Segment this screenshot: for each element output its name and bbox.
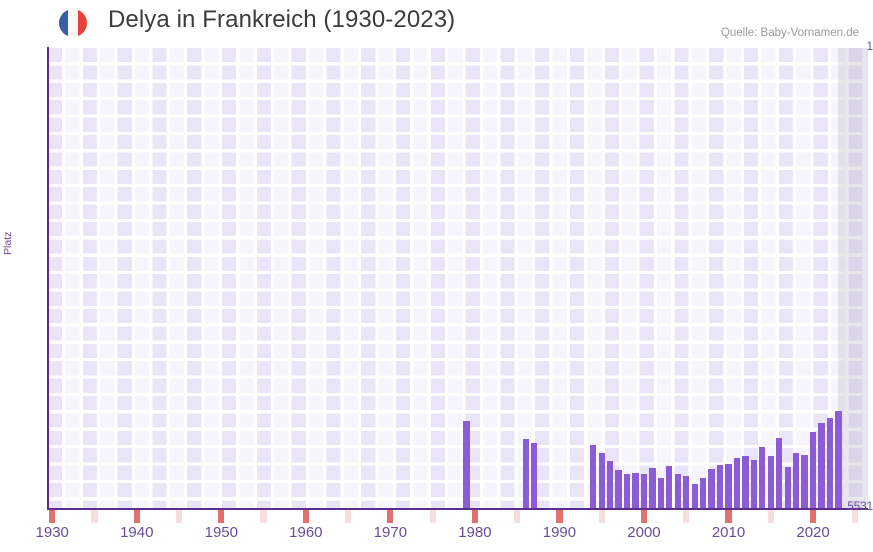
x-tick-minor xyxy=(767,510,774,523)
bar[interactable] xyxy=(793,453,800,509)
x-axis-label: 1970 xyxy=(373,524,408,541)
flag-stripe-blue xyxy=(59,9,69,37)
bar[interactable] xyxy=(640,473,648,509)
x-tick-major xyxy=(471,510,479,523)
bar[interactable] xyxy=(632,472,639,509)
x-tick-minor xyxy=(175,510,183,523)
y-axis-label-bottom: 5531 xyxy=(847,501,873,513)
bar[interactable] xyxy=(716,464,724,509)
y-axis-label-top: 1 xyxy=(866,41,873,53)
x-tick-minor xyxy=(429,510,436,523)
bar[interactable] xyxy=(522,438,529,509)
bar[interactable] xyxy=(463,420,470,509)
y-axis-title: Platz xyxy=(2,231,14,255)
bar[interactable] xyxy=(801,455,808,509)
source-label: Quelle: Baby-Vornamen.de xyxy=(720,27,859,39)
x-tick-major xyxy=(387,510,394,523)
bar[interactable] xyxy=(742,455,749,509)
x-axis-label: 1940 xyxy=(120,524,154,541)
bar[interactable] xyxy=(674,474,681,509)
x-tick-major xyxy=(556,510,563,523)
chart-header: Delya in Frankreich (1930-2023) Quelle: … xyxy=(0,0,873,44)
bar[interactable] xyxy=(784,467,791,509)
bar[interactable] xyxy=(767,456,774,509)
x-tick-major xyxy=(302,510,309,523)
x-axis-label: 2010 xyxy=(711,524,746,541)
no-data-band xyxy=(838,48,868,509)
bar[interactable] xyxy=(623,473,631,509)
grid-horizontal-lines xyxy=(48,48,868,509)
bar[interactable] xyxy=(615,469,622,509)
x-tick-minor xyxy=(852,510,859,523)
x-axis-label: 2000 xyxy=(627,524,661,541)
x-tick-major xyxy=(133,510,140,523)
x-tick-major xyxy=(809,510,817,523)
x-tick-minor xyxy=(91,510,98,523)
bar[interactable] xyxy=(776,438,783,509)
y-axis-line xyxy=(47,47,49,510)
bar[interactable] xyxy=(708,468,715,509)
bar[interactable] xyxy=(809,432,817,509)
chart-plot-area xyxy=(48,48,868,509)
x-tick-major xyxy=(218,510,225,523)
page-title: Delya in Frankreich (1930-2023) xyxy=(108,6,456,33)
bar[interactable] xyxy=(750,460,757,509)
x-tick-minor xyxy=(683,510,690,523)
x-tick-minor xyxy=(514,510,521,523)
bar[interactable] xyxy=(835,410,842,509)
bar[interactable] xyxy=(725,464,732,509)
flag-stripe-white xyxy=(68,9,78,37)
x-axis-label: 1960 xyxy=(289,524,323,541)
x-tick-major xyxy=(640,510,648,523)
x-axis-label: 1980 xyxy=(458,524,492,541)
x-axis-label: 1990 xyxy=(542,524,577,541)
x-tick-major xyxy=(49,510,56,523)
bar[interactable] xyxy=(530,443,538,509)
x-axis-line xyxy=(47,508,868,510)
bar[interactable] xyxy=(657,478,664,509)
bar[interactable] xyxy=(733,458,741,509)
bar[interactable] xyxy=(818,423,825,509)
bar-series xyxy=(48,48,868,509)
x-axis-labels: 1930 1940 1950 1960 1970 1980 1990 2000 2010 2020 xyxy=(0,524,873,548)
x-axis-label: 1930 xyxy=(35,524,69,541)
x-axis-label: 1950 xyxy=(204,524,238,541)
x-axis-tick-band xyxy=(48,510,868,523)
bar[interactable] xyxy=(666,466,673,509)
flag-stripe-red xyxy=(77,9,87,37)
bar[interactable] xyxy=(607,460,614,509)
bar[interactable] xyxy=(691,483,698,509)
x-tick-major xyxy=(725,510,732,523)
bar[interactable] xyxy=(649,467,656,509)
x-tick-minor xyxy=(598,510,605,523)
bar[interactable] xyxy=(759,447,766,509)
bar[interactable] xyxy=(700,478,707,509)
france-flag-icon xyxy=(59,9,87,37)
x-tick-minor xyxy=(344,510,352,523)
bar[interactable] xyxy=(590,444,597,509)
bar[interactable] xyxy=(598,453,605,509)
bar[interactable] xyxy=(683,475,690,509)
x-axis-label: 2020 xyxy=(796,524,830,541)
bar[interactable] xyxy=(826,418,834,509)
x-tick-minor xyxy=(260,510,267,523)
